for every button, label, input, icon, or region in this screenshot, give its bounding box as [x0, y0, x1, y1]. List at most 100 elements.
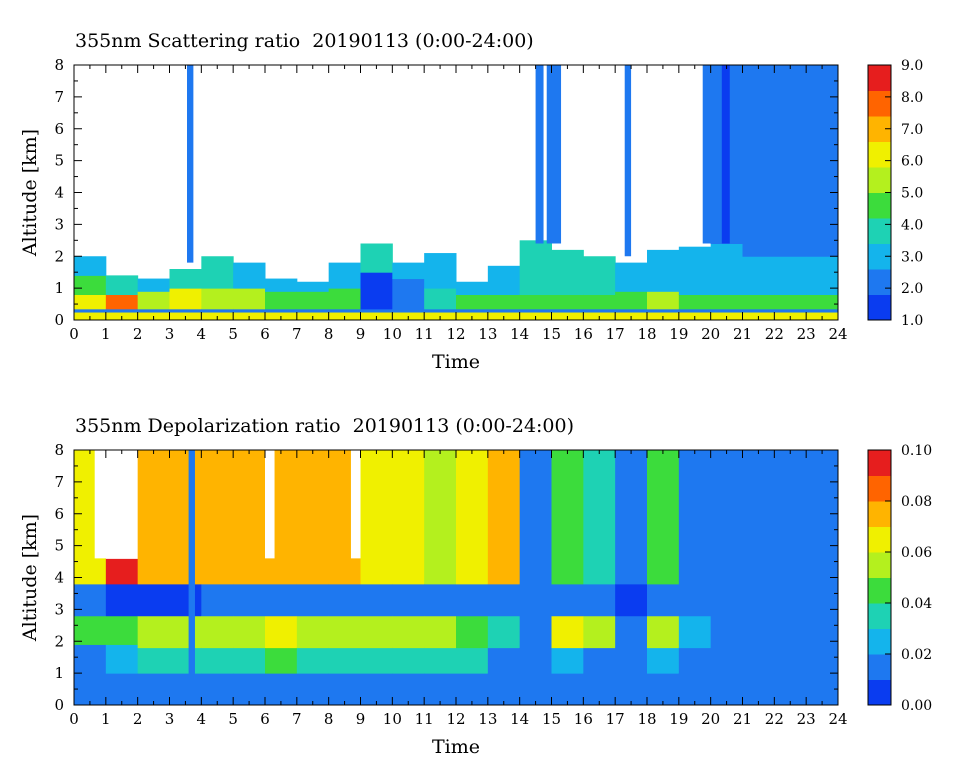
- heatmap-feature: [350, 450, 361, 559]
- heatmap-cell: [296, 583, 330, 617]
- heatmap-cell: [265, 308, 298, 313]
- x-tick-label: 20: [701, 710, 720, 728]
- heatmap-cell: [137, 647, 170, 674]
- heatmap-cell: [74, 275, 107, 295]
- heatmap-cell: [806, 673, 839, 706]
- heatmap-cell: [424, 288, 457, 310]
- colorbar-segment: [868, 141, 891, 168]
- heatmap-cell: [678, 308, 712, 313]
- heatmap-cell: [360, 673, 393, 706]
- heatmap-cell: [296, 308, 330, 313]
- x-tick-label: 22: [765, 325, 784, 343]
- heatmap-feature: [535, 65, 544, 244]
- heatmap-cell: [233, 673, 266, 706]
- x-tick-label: 7: [292, 710, 302, 728]
- heatmap-feature: [809, 65, 819, 244]
- heatmap-cell: [456, 647, 489, 674]
- heatmap-cell: [169, 308, 202, 313]
- heatmap-cell: [137, 450, 170, 585]
- x-tick-label: 6: [260, 710, 270, 728]
- heatmap-cell: [678, 294, 712, 310]
- heatmap-cell: [519, 240, 552, 295]
- heatmap-cell: [583, 256, 616, 295]
- heatmap-cell: [105, 644, 139, 674]
- y-tick-label: 6: [54, 120, 64, 138]
- heatmap-cell: [806, 450, 839, 674]
- y-tick-label: 4: [54, 569, 64, 587]
- heatmap-cell: [742, 294, 775, 310]
- heatmap-cell: [296, 450, 330, 585]
- heatmap-cell: [456, 308, 489, 313]
- heatmap-cell: [328, 262, 361, 289]
- x-tick-label: 3: [165, 710, 175, 728]
- colorbar-segment: [868, 294, 891, 321]
- x-tick-label: 0: [69, 710, 79, 728]
- colorbar-segment: [868, 603, 891, 629]
- colorbar-tick-label: 0.10: [901, 443, 932, 459]
- heatmap-cell: [360, 308, 393, 313]
- heatmap-cell: [551, 308, 584, 313]
- heatmap-cell: [74, 583, 107, 617]
- heatmap-cell: [392, 615, 425, 649]
- heatmap-cell: [169, 673, 202, 706]
- heatmap-cell: [742, 256, 775, 295]
- y-axis-label: Altitude [km]: [19, 129, 41, 257]
- x-tick-label: 24: [828, 710, 847, 728]
- colorbar-tick-label: 9.0: [901, 58, 923, 74]
- colorbar-segment: [868, 628, 891, 655]
- heatmap-cell: [583, 647, 616, 674]
- x-tick-label: 24: [828, 325, 847, 343]
- heatmap-cell: [265, 673, 298, 706]
- heatmap-cell: [615, 647, 648, 674]
- heatmap-cell: [647, 308, 680, 313]
- heatmap-cell: [74, 256, 107, 276]
- x-tick-label: 9: [356, 325, 366, 343]
- heatmap-cell: [392, 647, 425, 674]
- heatmap-cell: [233, 583, 266, 617]
- heatmap-cell: [742, 450, 775, 674]
- heatmap-cell: [360, 450, 393, 585]
- colorbar-tick-label: 2.0: [901, 281, 923, 297]
- heatmap-cell: [201, 288, 234, 310]
- heatmap-cell: [233, 615, 266, 649]
- scattering-ratio-panel: 355nm Scattering ratio 20190113 (0:00-24…: [0, 0, 960, 385]
- x-tick-label: 16: [574, 325, 593, 343]
- depolarization-ratio-chart: 0 1 2 3 4 5 6 7 8 9 10 11 12 13 14 15 16 17 18 19 20 21 22 23 24…: [19, 441, 932, 758]
- heatmap-cell: [169, 615, 202, 649]
- x-tick-label: 2: [133, 710, 143, 728]
- heatmap-cell: [169, 647, 202, 674]
- colorbar-tick-label: 0.00: [901, 698, 932, 714]
- x-tick-label: 9: [356, 710, 366, 728]
- heatmap-cell: [169, 450, 202, 585]
- heatmap-cell: [424, 308, 457, 313]
- heatmap-feature: [535, 450, 552, 705]
- chart-title: 355nm Scattering ratio 20190113 (0:00-24…: [75, 30, 534, 52]
- heatmap-cell: [105, 558, 139, 585]
- x-tick-label: 8: [324, 710, 334, 728]
- heatmap-cell: [137, 278, 170, 292]
- colorbar-segment: [868, 552, 891, 578]
- x-tick-label: 11: [415, 325, 434, 343]
- colorbar-segment: [868, 475, 891, 502]
- heatmap-cell: [296, 615, 330, 649]
- heatmap-cell: [74, 673, 107, 706]
- heatmap-cell: [678, 246, 712, 295]
- heatmap-cell: [456, 281, 489, 295]
- x-tick-label: 13: [478, 710, 497, 728]
- x-tick-label: 21: [733, 325, 752, 343]
- heatmap-cell: [456, 294, 489, 310]
- heatmap-cell: [647, 673, 680, 706]
- x-tick-label: 22: [765, 710, 784, 728]
- x-tick-label: 1: [101, 325, 111, 343]
- heatmap-cell: [392, 673, 425, 706]
- heatmap-cell: [551, 647, 584, 674]
- heatmap-cell: [583, 673, 616, 706]
- y-tick-label: 5: [54, 152, 64, 170]
- heatmap-cell: [105, 308, 139, 313]
- colorbar-tick-label: 0.02: [901, 647, 932, 663]
- heatmap-cell: [328, 647, 361, 674]
- heatmap-cell: [296, 281, 330, 292]
- heatmap-cell: [360, 272, 393, 310]
- heatmap-cell: [201, 450, 234, 585]
- y-tick-label: 0: [54, 311, 64, 329]
